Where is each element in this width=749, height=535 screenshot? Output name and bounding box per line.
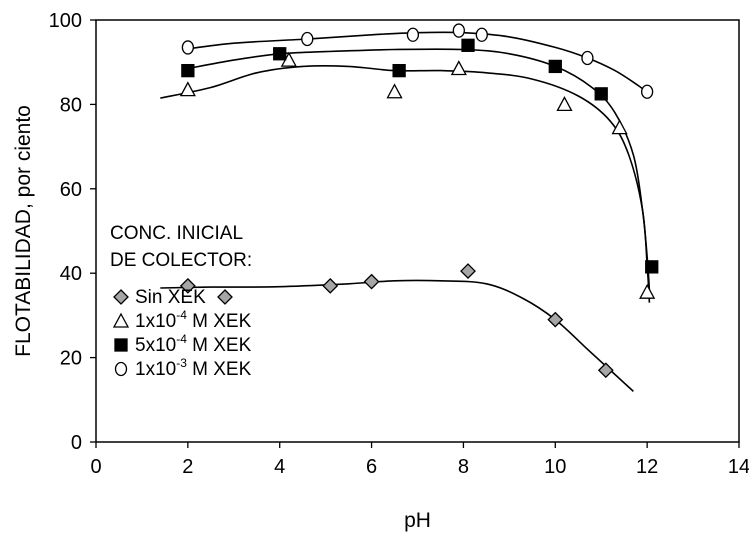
data-points <box>179 23 659 379</box>
legend-title: CONC. INICIAL <box>110 223 243 244</box>
x-tick-label: 8 <box>458 456 469 478</box>
data-point-series-2 <box>611 119 628 135</box>
y-tick-label: 100 <box>49 10 82 32</box>
fit-curve-series-3 <box>187 48 651 291</box>
fit-curve-series-1 <box>160 279 634 392</box>
data-point-series-4 <box>181 40 195 55</box>
legend-title: DE COLECTOR: <box>110 250 252 271</box>
fit-curve-series-2 <box>160 64 651 303</box>
data-point-series-2 <box>450 60 467 76</box>
data-point-series-2 <box>556 96 573 112</box>
y-tick-label: 80 <box>60 94 82 116</box>
y-tick-label: 0 <box>71 432 82 454</box>
y-tick-label: 40 <box>60 263 82 285</box>
data-point-series-4 <box>452 23 465 38</box>
data-point-series-4 <box>301 31 314 47</box>
x-tick-label: 10 <box>544 456 566 478</box>
legend-marker <box>114 361 128 377</box>
legend-marker-extra <box>217 289 233 305</box>
fit-curve-series-4 <box>183 31 653 97</box>
data-point-series-2 <box>179 81 196 97</box>
data-point-series-2 <box>639 283 656 299</box>
data-point-series-1 <box>179 277 196 294</box>
x-tick-label: 14 <box>728 456 749 478</box>
x-tick-label: 6 <box>366 456 377 478</box>
data-point-series-3 <box>181 63 195 78</box>
data-point-series-1 <box>363 273 380 290</box>
x-tick-label: 12 <box>636 456 658 478</box>
legend-marker <box>114 338 128 352</box>
data-point-series-1 <box>322 277 339 294</box>
data-point-series-1 <box>460 263 476 280</box>
data-point-series-3 <box>461 38 475 52</box>
data-point-series-3 <box>273 47 287 61</box>
data-point-series-4 <box>640 84 654 99</box>
x-tick-label: 0 <box>90 456 101 478</box>
data-point-series-4 <box>581 50 594 66</box>
legend-entry: 1x10-3 M XEK <box>135 356 252 380</box>
data-point-series-4 <box>475 27 488 42</box>
data-point-series-2 <box>386 83 403 99</box>
legend-marker <box>113 289 129 305</box>
data-point-series-3 <box>392 63 406 78</box>
axes: 0 2 4 6 8 10 12 14 0 20 40 60 80 100 <box>49 10 749 478</box>
x-axis-label: pH <box>404 509 431 532</box>
legend-entry: 1x10-4 M XEK <box>135 308 252 332</box>
x-tick-label: 4 <box>274 456 285 478</box>
plot-frame <box>95 19 740 443</box>
data-point-series-1 <box>547 311 564 328</box>
x-tick-label: 2 <box>182 456 193 478</box>
data-point-series-3 <box>645 260 659 274</box>
data-point-series-3 <box>594 87 608 101</box>
data-point-series-1 <box>597 362 614 379</box>
legend-entry: 5x10-4 M XEK <box>135 332 252 356</box>
y-tick-label: 60 <box>60 179 82 201</box>
y-axis-label: FLOTABILIDAD, por ciento <box>12 105 35 357</box>
legend-marker <box>112 312 130 328</box>
y-tick-label: 20 <box>60 348 82 370</box>
legend-entry: Sin XEK <box>135 287 206 308</box>
data-point-series-4 <box>406 27 420 42</box>
data-point-series-3 <box>548 59 562 74</box>
